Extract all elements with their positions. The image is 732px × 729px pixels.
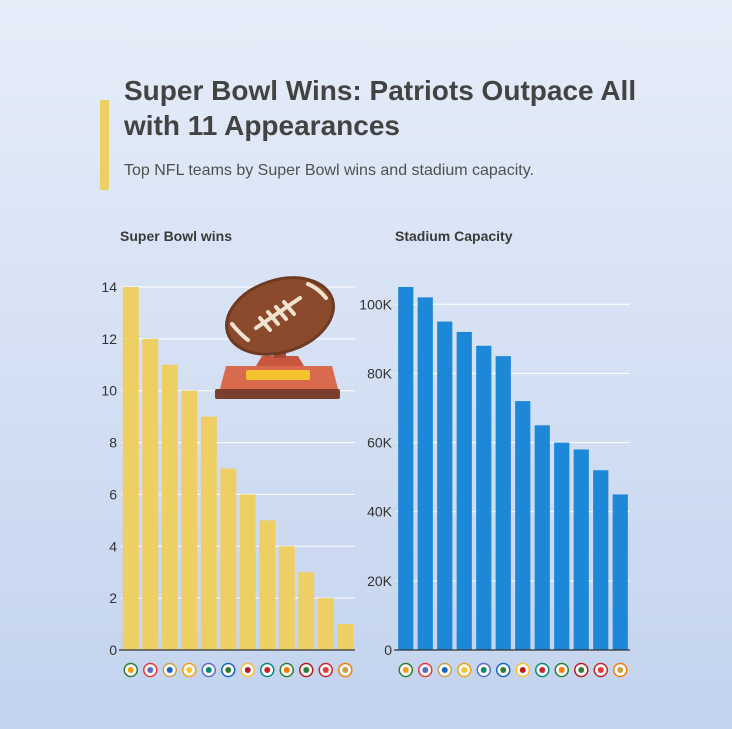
wins-bar bbox=[317, 598, 334, 650]
wins-y-tick-label: 14 bbox=[101, 279, 117, 295]
team-logo-icon bbox=[182, 662, 197, 678]
team-logo-icon bbox=[496, 662, 511, 678]
wins-y-tick-label: 0 bbox=[109, 642, 117, 658]
capacity-bar bbox=[476, 345, 492, 650]
team-logo-icon bbox=[318, 662, 333, 678]
capacity-bar bbox=[456, 331, 472, 650]
team-logo-icon bbox=[201, 662, 216, 678]
page-title: Super Bowl Wins: Patriots Outpace All wi… bbox=[124, 75, 637, 141]
wins-y-tick-label: 10 bbox=[101, 383, 117, 399]
capacity-y-tick-label: 40K bbox=[367, 504, 393, 520]
page-subtitle: Top NFL teams by Super Bowl wins and sta… bbox=[124, 162, 534, 179]
capacity-bar bbox=[534, 425, 550, 650]
chart-title-capacity: Stadium Capacity bbox=[395, 228, 513, 244]
team-logo-icon bbox=[457, 662, 472, 678]
capacity-y-tick-label: 20K bbox=[367, 573, 393, 589]
team-logo-icon bbox=[260, 662, 275, 678]
capacity-bar bbox=[417, 297, 433, 650]
capacity-bar bbox=[495, 356, 511, 650]
team-logo-icon bbox=[299, 662, 314, 678]
capacity-bar bbox=[593, 470, 609, 650]
team-logo-icon bbox=[613, 662, 628, 678]
capacity-bar bbox=[398, 287, 414, 650]
team-logo-icon bbox=[221, 662, 236, 678]
wins-bar bbox=[220, 468, 237, 650]
team-logo-icon bbox=[593, 662, 608, 678]
wins-y-tick-label: 2 bbox=[109, 590, 117, 606]
team-logo-icon bbox=[574, 662, 589, 678]
wins-bar bbox=[259, 520, 276, 650]
team-logo-icon bbox=[476, 662, 491, 678]
wins-bar bbox=[200, 416, 217, 650]
capacity-y-tick-label: 60K bbox=[367, 435, 393, 451]
wins-bar bbox=[122, 287, 139, 650]
capacity-y-tick-label: 0 bbox=[384, 642, 392, 658]
team-logo-icon bbox=[240, 662, 255, 678]
chart-title-wins: Super Bowl wins bbox=[120, 228, 233, 244]
team-logo-icon bbox=[554, 662, 569, 678]
capacity-y-tick-label: 100K bbox=[359, 296, 392, 312]
team-logo-icon bbox=[279, 662, 294, 678]
team-logo-icon bbox=[162, 662, 177, 678]
capacity-bar bbox=[612, 494, 628, 650]
capacity-bar bbox=[515, 401, 531, 650]
wins-y-tick-label: 6 bbox=[109, 486, 117, 502]
capacity-bar bbox=[554, 442, 570, 650]
wins-bar bbox=[142, 338, 159, 650]
wins-y-tick-label: 4 bbox=[109, 538, 117, 554]
wins-y-tick-label: 8 bbox=[109, 435, 117, 451]
team-logo-icon bbox=[535, 662, 550, 678]
wins-y-tick-label: 12 bbox=[101, 331, 117, 347]
football-trophy-icon bbox=[215, 276, 340, 399]
capacity-bar bbox=[573, 449, 589, 650]
wins-bar bbox=[298, 572, 315, 650]
team-logo-icon bbox=[123, 662, 138, 678]
wins-bar bbox=[161, 364, 178, 650]
team-logo-icon bbox=[437, 662, 452, 678]
team-logo-icon bbox=[338, 662, 353, 678]
capacity-bar bbox=[437, 321, 453, 650]
team-logo-icon bbox=[418, 662, 433, 678]
wins-bar bbox=[181, 390, 198, 650]
capacity-y-tick-label: 80K bbox=[367, 365, 393, 381]
team-logo-icon bbox=[143, 662, 158, 678]
wins-bar bbox=[278, 546, 295, 650]
wins-bar bbox=[337, 624, 354, 650]
title-accent-bar bbox=[100, 100, 109, 190]
team-logo-icon bbox=[515, 662, 530, 678]
wins-bar bbox=[239, 494, 256, 650]
team-logo-icon bbox=[398, 662, 413, 678]
